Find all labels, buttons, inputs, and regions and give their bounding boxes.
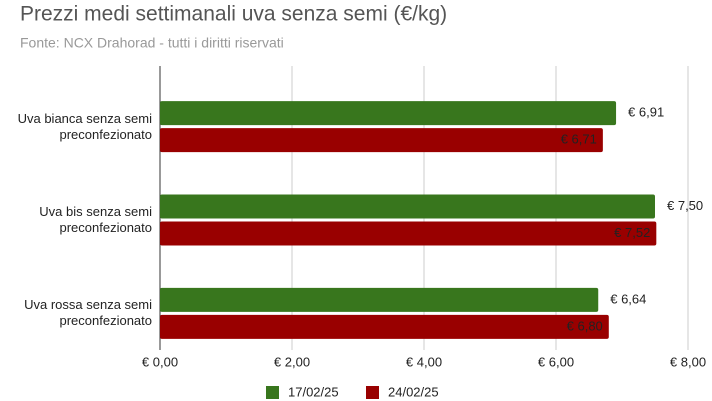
bar xyxy=(160,314,609,339)
x-tick-label: € 8,00 xyxy=(670,354,706,369)
value-label: € 6,71 xyxy=(561,132,597,147)
y-tick-label: Uva rossa senza semi preconfezionato xyxy=(24,297,152,329)
legend-swatch xyxy=(366,386,379,399)
x-tick-label: € 0,00 xyxy=(142,354,178,369)
value-label: € 6,80 xyxy=(567,318,603,333)
value-label: € 6,64 xyxy=(610,291,646,306)
x-tick-label: € 2,00 xyxy=(274,354,310,369)
bar xyxy=(160,287,599,312)
bar xyxy=(160,101,617,126)
legend-label: 17/02/25 xyxy=(288,384,339,399)
value-label: € 7,50 xyxy=(667,198,703,213)
legend-label: 24/02/25 xyxy=(388,384,439,399)
y-tick-label: Uva bis senza semi preconfezionato xyxy=(39,204,152,235)
x-tick-label: € 6,00 xyxy=(538,354,574,369)
value-label: € 7,52 xyxy=(614,225,650,240)
bar xyxy=(160,128,603,153)
value-label: € 6,91 xyxy=(628,105,664,120)
bar xyxy=(160,221,657,246)
legend-swatch xyxy=(266,386,279,399)
x-tick-label: € 4,00 xyxy=(406,354,442,369)
chart-subtitle: Fonte: NCX Drahorad - tutti i diritti ri… xyxy=(20,35,284,51)
y-tick-label: Uva bianca senza semi preconfezionato xyxy=(17,110,152,142)
bar xyxy=(160,194,655,219)
chart-title: Prezzi medi settimanali uva senza semi (… xyxy=(20,3,447,26)
